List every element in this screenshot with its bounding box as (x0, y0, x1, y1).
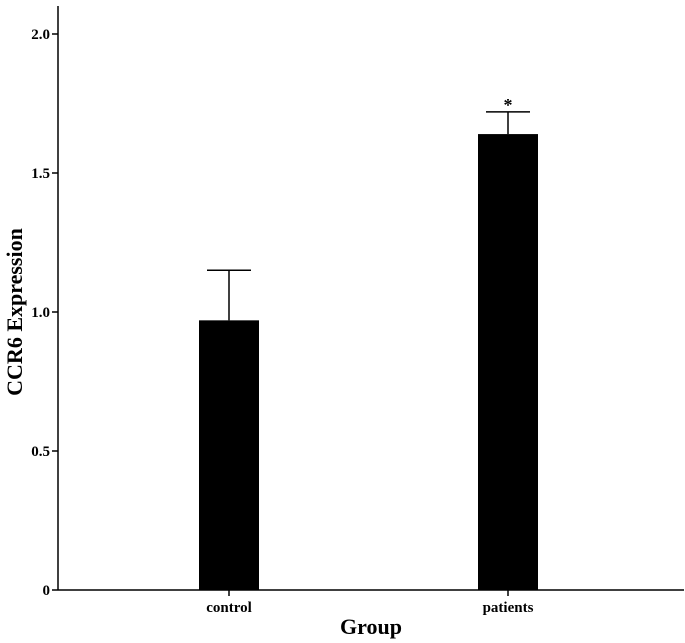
y-tick-label: 1.0 (31, 305, 50, 321)
bar-patients (478, 134, 538, 590)
x-tick-label-patients: patients (483, 600, 534, 616)
significance-marker: * (504, 95, 513, 115)
y-tick-label: 1.5 (31, 166, 50, 182)
x-axis-title: Group (340, 614, 402, 639)
x-tick-label-control: control (206, 600, 252, 616)
y-axis-title: CCR6 Expression (2, 228, 27, 396)
y-tick-label: 0.5 (31, 444, 50, 460)
x-ticks: control patients (206, 590, 534, 616)
axes (57, 6, 684, 591)
bars: * (199, 95, 538, 590)
y-tick-label: 0 (43, 583, 51, 599)
bar-control (199, 320, 259, 590)
y-ticks: 0 0.5 1.0 1.5 2.0 (31, 27, 58, 599)
y-tick-label: 2.0 (31, 27, 50, 43)
